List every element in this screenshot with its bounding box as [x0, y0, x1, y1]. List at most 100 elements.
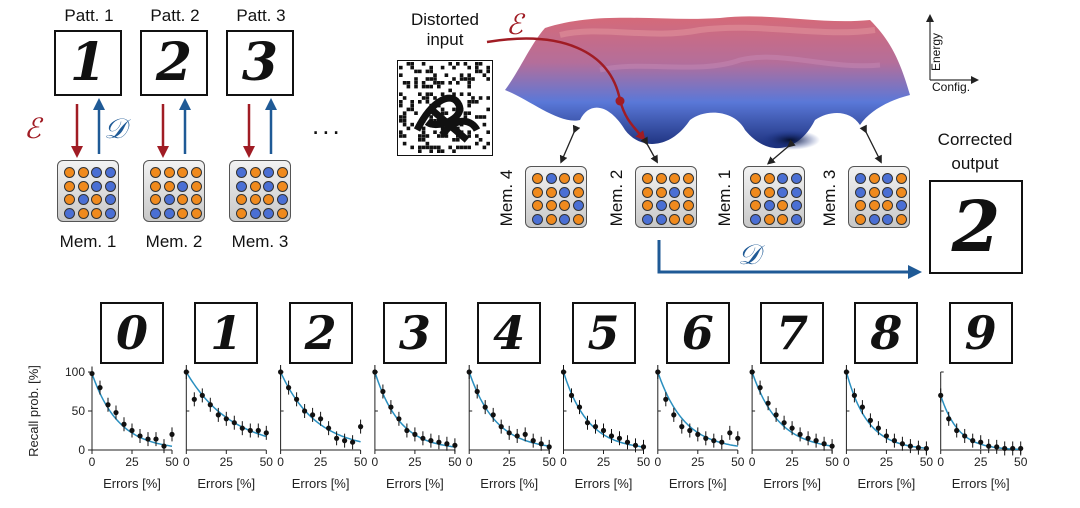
- data-point: [946, 416, 952, 422]
- panel-digit: 5: [587, 306, 620, 360]
- memory-bit: [642, 186, 653, 198]
- memory-bit: [777, 186, 788, 198]
- encode-arrow: [486, 37, 646, 142]
- data-point: [608, 433, 615, 439]
- panel-digit-box: 5: [571, 302, 636, 364]
- x-tick-label: 25: [691, 455, 705, 469]
- memory-bit: [655, 186, 667, 198]
- memory-bit: [163, 194, 175, 205]
- memory-bit: [91, 207, 102, 219]
- data-point: [797, 431, 803, 437]
- data-point: [915, 445, 922, 451]
- data-point: [145, 436, 151, 442]
- data-point: [302, 408, 308, 414]
- memory-bit: [150, 207, 161, 219]
- corrected-label-line2: output: [951, 154, 999, 173]
- memory-bit: [572, 186, 584, 198]
- energy-landscape-svg: [486, 14, 979, 279]
- x-tick-label: 0: [466, 455, 473, 469]
- panel-digit: 3: [398, 306, 431, 360]
- x-axis-label: Errors [%]: [575, 476, 633, 491]
- memory-label: Mem. 3: [231, 232, 289, 251]
- data-point: [789, 425, 795, 431]
- memory-bit: [263, 167, 274, 178]
- memory-bit: [868, 173, 880, 184]
- x-tick-label: 50: [165, 455, 179, 469]
- panel-digit-box: 2: [288, 302, 353, 364]
- data-point: [474, 388, 480, 395]
- x-tick-label: 25: [880, 455, 894, 469]
- landscape-memory-label: Mem. 3: [820, 169, 839, 227]
- x-axis-label: Errors [%]: [103, 476, 161, 491]
- memory-bit: [104, 194, 116, 205]
- memory-bit: [77, 207, 89, 219]
- x-tick-label: 50: [354, 455, 368, 469]
- y-tick-label: 50: [72, 404, 86, 418]
- data-point: [498, 424, 504, 430]
- data-point: [560, 369, 567, 375]
- x-axis-label: Errors [%]: [197, 476, 255, 491]
- data-point: [105, 402, 111, 408]
- memory-bit: [104, 180, 116, 192]
- fit-curve: [279, 371, 361, 443]
- data-point: [640, 444, 647, 450]
- data-point: [372, 369, 378, 375]
- data-point: [679, 424, 685, 430]
- memory-bit: [682, 186, 694, 198]
- memory-bit: [790, 173, 802, 184]
- data-point: [334, 435, 340, 441]
- memory-bit: [163, 167, 175, 178]
- data-point: [632, 442, 639, 448]
- memory-bit: [532, 213, 543, 225]
- x-tick-label: 25: [597, 455, 611, 469]
- data-point: [326, 425, 332, 431]
- memory-bit: [655, 213, 667, 225]
- memory-bit: [545, 173, 557, 184]
- memory-bit: [545, 213, 557, 225]
- panel-digit-box: 8: [854, 302, 919, 364]
- x-tick-label: 0: [183, 455, 190, 469]
- pattern-digit-box: 1: [54, 30, 122, 96]
- memory-bit: [682, 213, 694, 225]
- landscape-memory-label: Mem. 4: [497, 169, 516, 227]
- panel-digit: 4: [493, 306, 526, 360]
- memory-bit: [855, 186, 866, 198]
- memory-bit: [882, 213, 893, 225]
- data-point: [875, 425, 882, 431]
- x-tick-label: 25: [220, 455, 234, 469]
- x-tick-label: 0: [654, 455, 661, 469]
- data-point: [805, 435, 811, 441]
- memory-bit: [790, 213, 802, 225]
- memory-bit: [868, 186, 880, 198]
- data-point: [286, 385, 292, 391]
- panel-digit-box: 0: [100, 302, 164, 364]
- corrected-label: Corrected output: [925, 128, 1025, 176]
- data-point: [412, 431, 418, 437]
- fit-curve: [185, 371, 267, 438]
- memory-bit: [655, 200, 667, 211]
- memory-bit: [669, 200, 680, 211]
- data-point: [444, 441, 450, 447]
- memory-bit: [249, 207, 261, 219]
- deep-well-shading: [760, 130, 820, 150]
- x-tick-label: 25: [125, 455, 139, 469]
- data-point: [121, 421, 127, 427]
- data-point: [695, 431, 701, 437]
- data-point: [1002, 445, 1008, 452]
- memory-bit: [882, 200, 893, 211]
- data-point: [703, 435, 709, 441]
- data-point: [239, 425, 245, 431]
- memory-bit: [669, 213, 680, 225]
- data-point: [522, 431, 528, 437]
- x-axis-label: Errors [%]: [292, 476, 350, 491]
- memory-bit: [276, 194, 288, 205]
- data-point: [616, 435, 623, 441]
- memory-bit: [91, 194, 102, 205]
- corrected-output-digit: 2: [951, 185, 1001, 268]
- data-point: [655, 369, 661, 375]
- memory-bit: [763, 173, 775, 184]
- memory-bit: [655, 173, 667, 184]
- memory-bit: [77, 167, 89, 178]
- data-point: [813, 438, 819, 444]
- memory-bit: [572, 213, 584, 225]
